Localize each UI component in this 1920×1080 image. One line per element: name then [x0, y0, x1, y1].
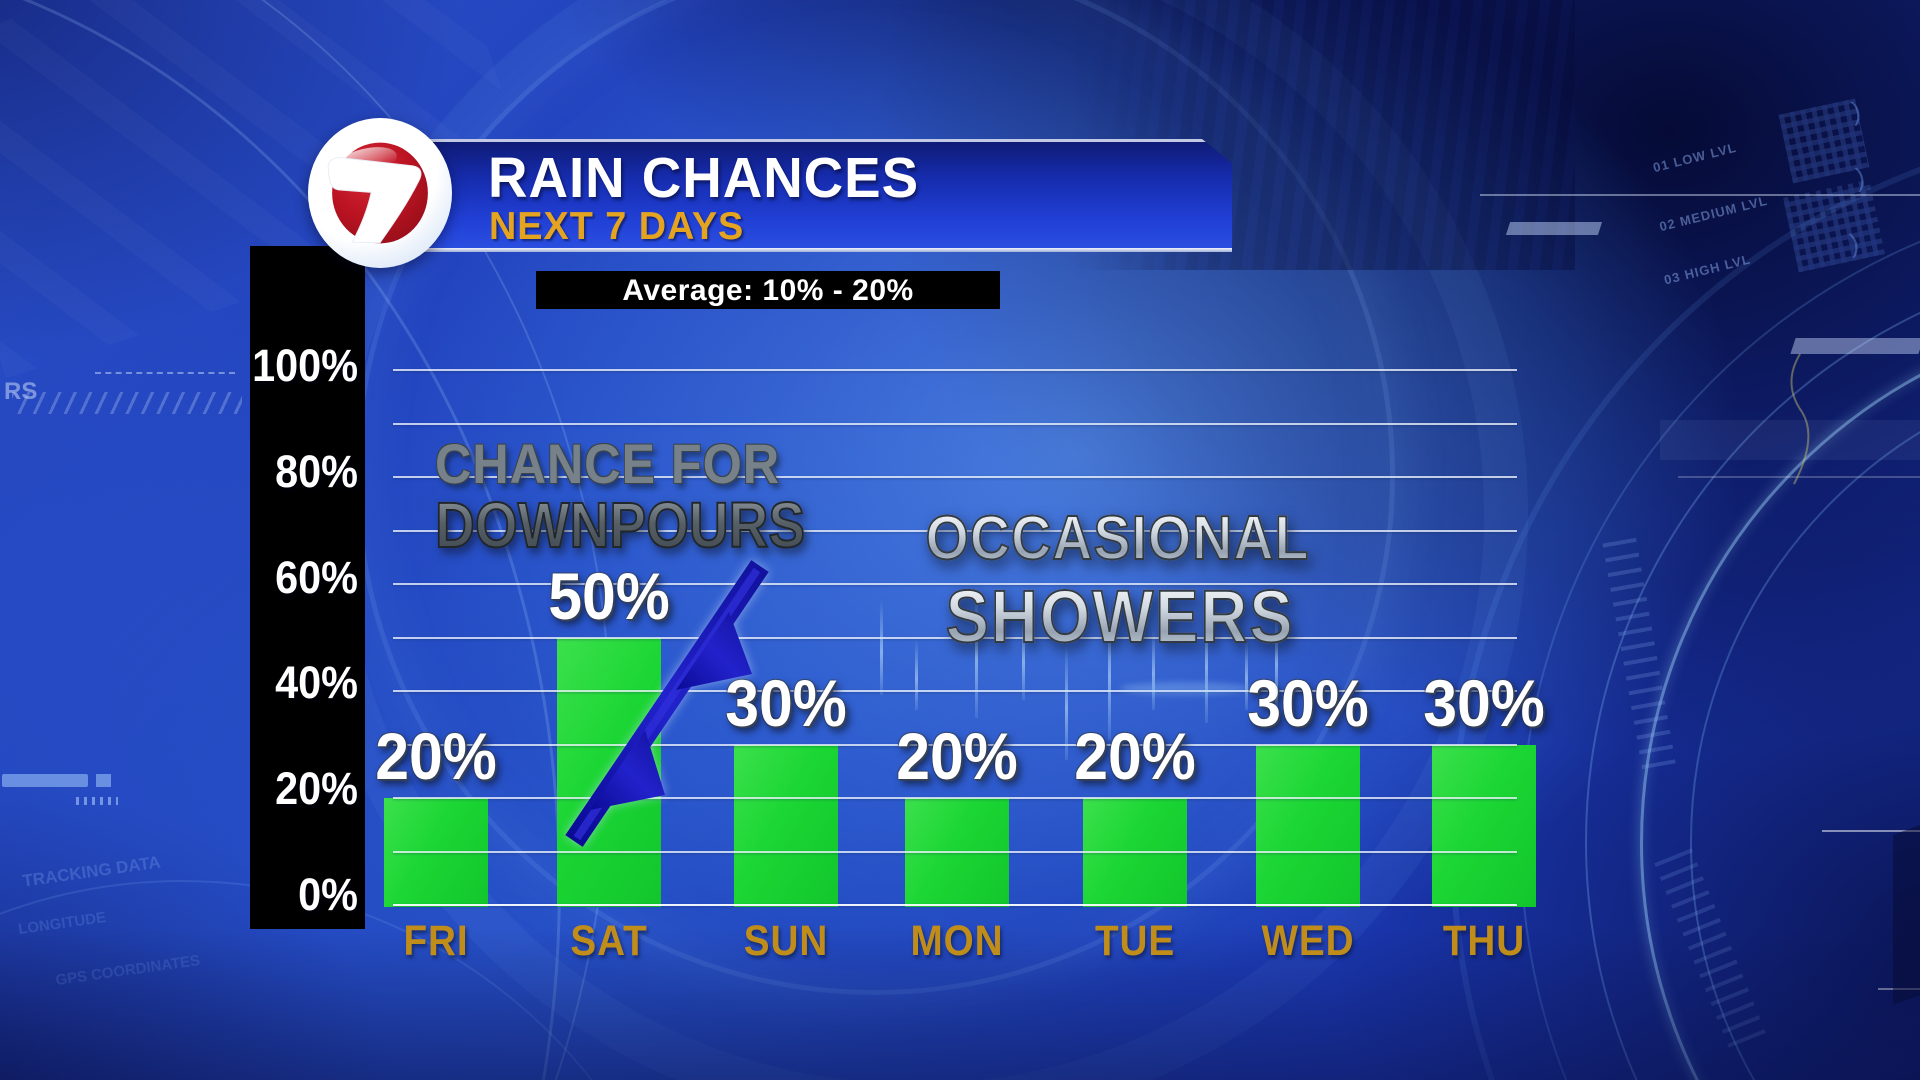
gridline [393, 690, 1517, 692]
day-label: THU [1442, 917, 1526, 965]
page-title: RAIN CHANCES [488, 146, 920, 210]
bar-value-label: 30% [725, 665, 847, 740]
bar-value-label: 30% [1423, 665, 1545, 740]
rain-streak-icon [915, 640, 918, 710]
rain-streak-icon [1152, 630, 1155, 710]
gridline [393, 476, 1517, 478]
hud-line-bottomright-1 [1822, 830, 1920, 832]
average-badge: Average: 10% - 20% [536, 271, 1000, 309]
logo-seven-icon [327, 142, 428, 244]
puddle-highlight [1120, 682, 1250, 695]
bar [384, 798, 488, 907]
rain-streak-icon [880, 600, 883, 695]
rs-label: RS [4, 378, 37, 406]
gridline [393, 636, 1517, 639]
bar-value-label: 50% [548, 558, 670, 633]
gridline [393, 529, 1517, 532]
rain-streak-icon [975, 588, 978, 718]
hatch-marks [12, 392, 242, 414]
gridline [393, 797, 1517, 799]
bar-value-label: 20% [1074, 719, 1196, 793]
bar [1432, 744, 1536, 907]
y-tick-label: 60% [275, 552, 358, 603]
page-subtitle: NEXT 7 DAYS [489, 205, 745, 248]
hud-dots-bottomleft [76, 797, 118, 805]
hud-stripe-right [1660, 420, 1920, 460]
rain-streak-icon [1065, 645, 1068, 760]
y-axis-panel [250, 246, 365, 929]
gridline [393, 583, 1517, 585]
y-tick-label: 20% [275, 763, 358, 814]
gridline [393, 850, 1517, 853]
bar-value-label: 30% [1247, 665, 1369, 740]
y-tick-label: 0% [298, 869, 358, 920]
occasional-text: OCCASIONAL [854, 504, 1381, 574]
day-label: TUE [1094, 917, 1176, 965]
day-label: SAT [570, 917, 648, 965]
front-barb-lower [590, 730, 665, 810]
chance-for-text: CHANCE FOR [434, 432, 780, 495]
day-label: WED [1261, 917, 1355, 965]
gridline [393, 904, 1517, 906]
downpours-text: DOWNPOURS [434, 489, 806, 561]
bar [1256, 744, 1360, 907]
day-label: SUN [743, 917, 829, 965]
banner-top-line [420, 139, 1232, 142]
day-label: MON [910, 917, 1004, 965]
bar [734, 744, 838, 907]
bar-value-label: 20% [375, 719, 497, 793]
rain-streak-icon [1022, 615, 1025, 700]
day-label: FRI [403, 917, 469, 965]
hud-line-topright [1480, 194, 1920, 196]
hud-squiggle [1790, 353, 1810, 485]
station-logo [308, 118, 452, 268]
bar [905, 798, 1009, 907]
rain-streak-icon [1245, 640, 1248, 710]
banner-bottom-line [420, 248, 1232, 252]
y-tick-label: 80% [275, 446, 358, 497]
y-tick-label: 100% [252, 340, 358, 391]
gridline [393, 422, 1517, 425]
hud-square-bottomleft [96, 774, 111, 787]
hud-line-right [1678, 476, 1920, 478]
rain-streak-icon [1108, 600, 1111, 740]
hud-pill-bottomleft [2, 774, 88, 787]
showers-text: SHOWERS [887, 576, 1353, 658]
bar [1083, 798, 1187, 907]
dashed-line [95, 372, 235, 374]
gridline [393, 743, 1517, 746]
front-barb-upper [676, 612, 752, 690]
gridline [393, 369, 1517, 371]
y-tick-label: 40% [275, 657, 358, 708]
title-banner [420, 139, 1232, 252]
rain-streak-icon [1205, 598, 1208, 723]
bar-value-label: 20% [896, 719, 1018, 793]
rain-streak-icon [1275, 612, 1278, 707]
